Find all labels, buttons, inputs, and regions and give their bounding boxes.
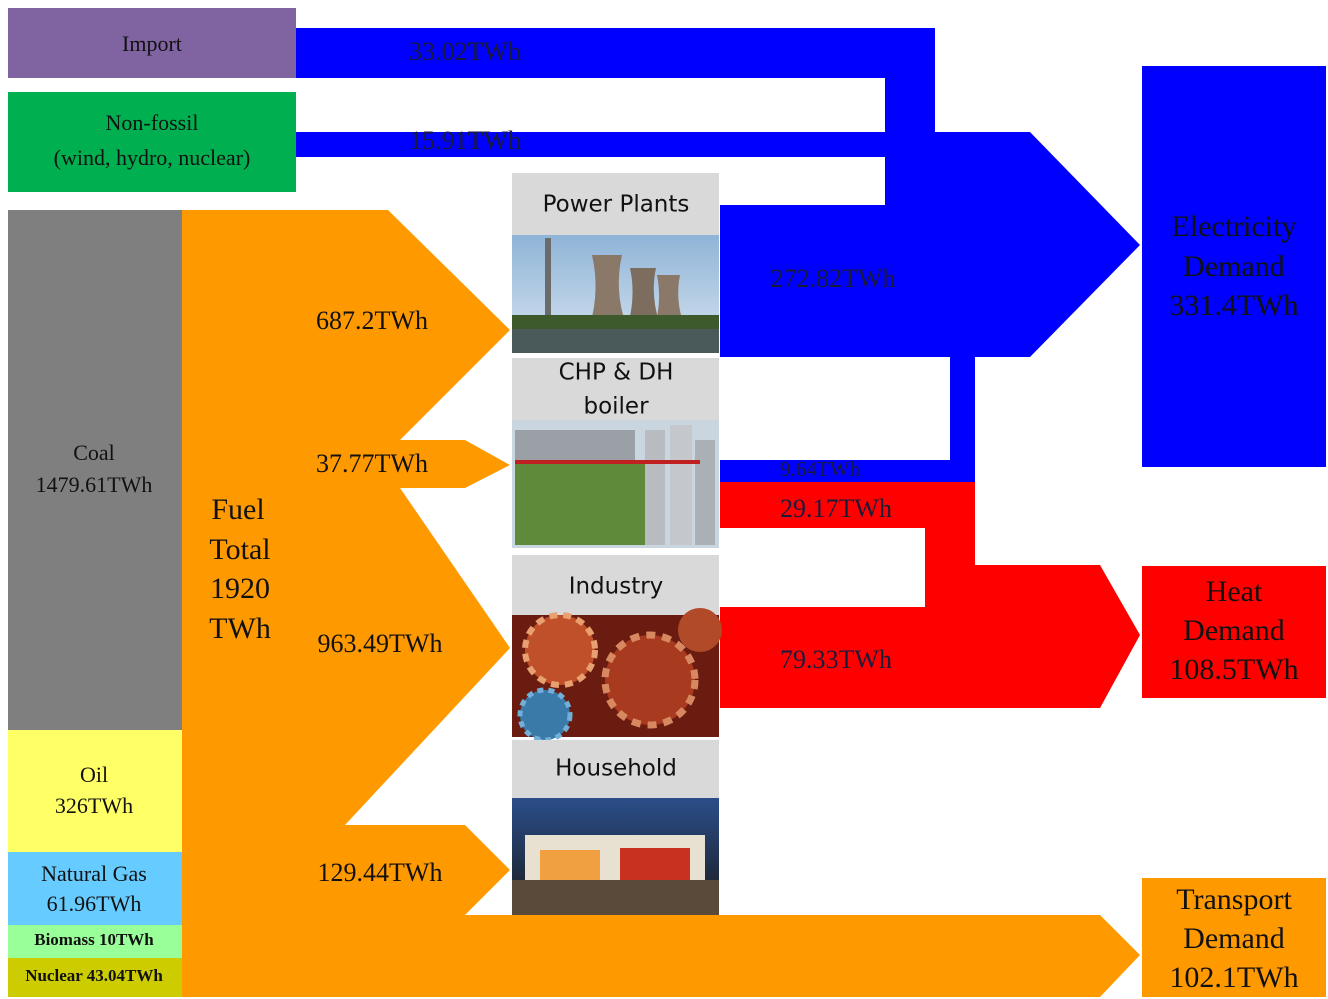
- non-fossil-label: Non-fossil: [106, 110, 199, 135]
- gas-label: Natural Gas: [41, 861, 147, 886]
- non-fossil-label: (wind, hydro, nuclear): [54, 145, 251, 170]
- electricity-demand-box: [1142, 66, 1326, 467]
- demand-label: Demand: [1183, 922, 1285, 955]
- flow-label: 33.02TWh: [409, 37, 521, 66]
- demand-value: 102.1TWh: [1169, 961, 1298, 994]
- biomass-label: Biomass 10TWh: [34, 930, 154, 949]
- non-fossil-box: [8, 92, 296, 192]
- gas-box: [8, 852, 182, 925]
- fuel-flow-label: 687.2TWh: [316, 306, 428, 335]
- electricity-flow: [296, 28, 1140, 357]
- demand-value: 331.4TWh: [1169, 289, 1298, 322]
- oil-label: Oil: [80, 762, 108, 787]
- chp-electricity-riser: [950, 355, 975, 482]
- process-header: [512, 555, 719, 615]
- demand-label: Electricity: [1172, 210, 1297, 243]
- import-box: [8, 8, 296, 78]
- transport-demand-box: [1142, 878, 1326, 997]
- fuel-flow: [182, 210, 1140, 997]
- fuel-flow-label: 129.44TWh: [318, 858, 443, 887]
- fuel-total-label: 1920: [210, 572, 270, 605]
- heat-flow: [720, 482, 1140, 708]
- process-label: Power Plants: [543, 192, 690, 218]
- process-header: [512, 173, 719, 235]
- coal-label: Coal: [73, 440, 115, 465]
- flow-label: 15.91TWh: [409, 126, 521, 155]
- gas-value: 61.96TWh: [47, 891, 142, 916]
- process-label: CHP & DH: [559, 360, 674, 386]
- fuel-total-label: TWh: [209, 612, 271, 645]
- flow-label: 272.82TWh: [771, 264, 896, 293]
- fuel-flow-label: 37.77TWh: [316, 449, 428, 478]
- chp-electricity-flow: [720, 460, 975, 482]
- process-header: [512, 358, 719, 420]
- process-label: Household: [555, 756, 677, 782]
- flow-label: 9.64TWh: [780, 457, 860, 481]
- import-label: Import: [122, 31, 182, 56]
- industry-photo: [512, 608, 722, 743]
- household-photo: [512, 798, 719, 915]
- process-header: [512, 740, 719, 798]
- fuel-total-label: Total: [209, 533, 270, 566]
- coal-value: 1479.61TWh: [36, 472, 153, 497]
- demand-label: Demand: [1183, 250, 1285, 283]
- flow-label: 29.17TWh: [780, 494, 892, 523]
- oil-box: [8, 730, 182, 852]
- nuclear-label: Nuclear 43.04TWh: [25, 966, 163, 985]
- power-plant-photo: [512, 235, 719, 353]
- process-label: Industry: [569, 574, 664, 600]
- fuel-flow-label: 963.49TWh: [318, 629, 443, 658]
- demand-label: Heat: [1206, 575, 1263, 608]
- oil-value: 326TWh: [55, 793, 133, 818]
- chp-photo: [512, 420, 719, 548]
- demand-value: 108.5TWh: [1169, 653, 1298, 686]
- process-label: boiler: [583, 394, 649, 420]
- demand-label: Demand: [1183, 614, 1285, 647]
- nuclear-box: [8, 958, 182, 997]
- demand-label: Transport: [1176, 883, 1292, 916]
- fuel-total-label: Fuel: [211, 493, 264, 526]
- coal-box: [8, 210, 182, 730]
- heat-demand-box: [1142, 566, 1326, 698]
- flow-label: 79.33TWh: [780, 645, 892, 674]
- biomass-box: [8, 925, 182, 958]
